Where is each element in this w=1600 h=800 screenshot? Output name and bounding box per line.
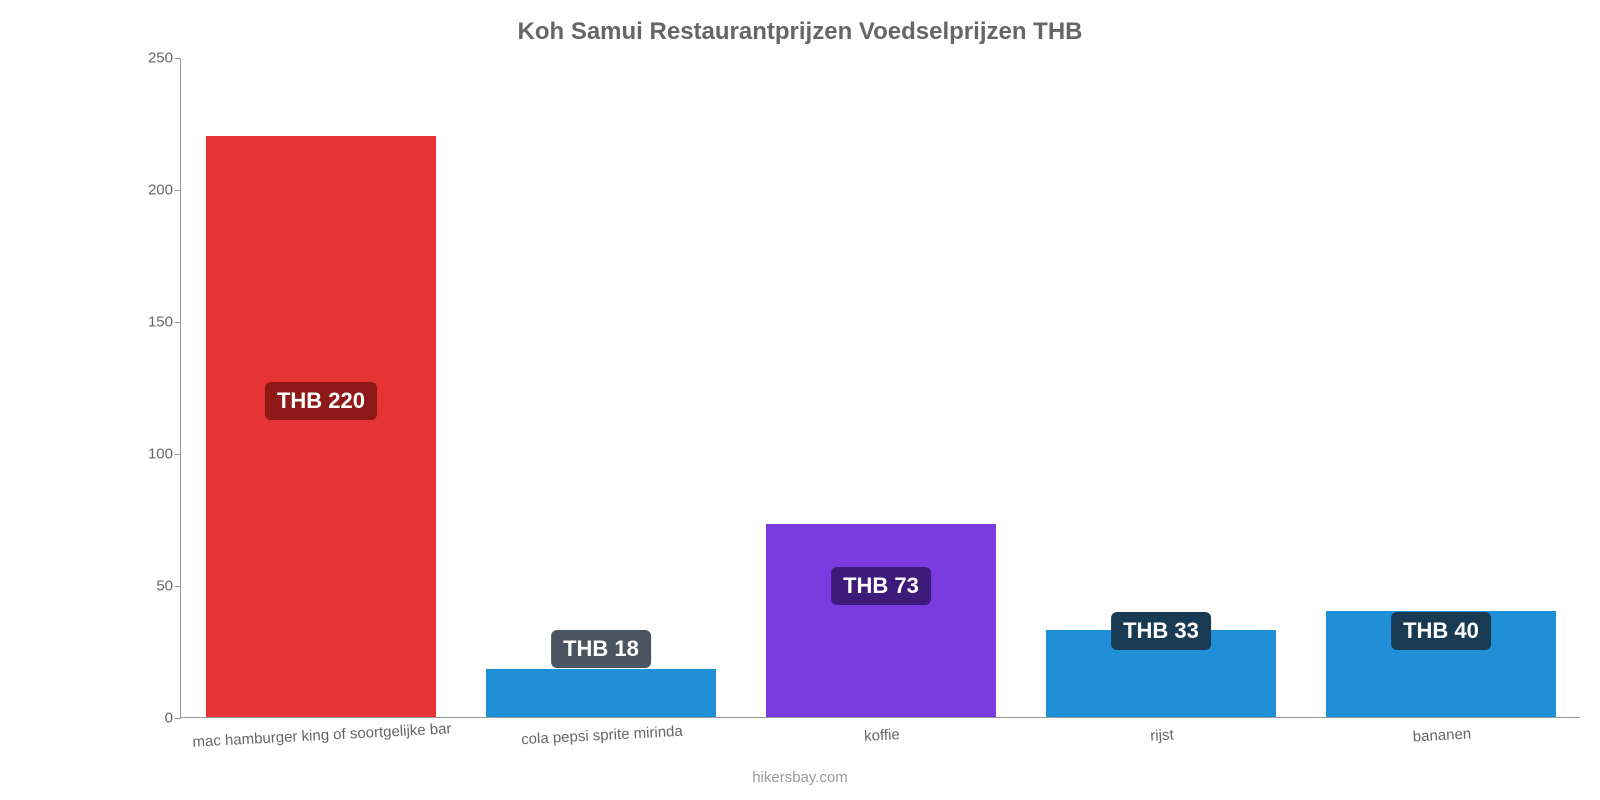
y-tick-label: 50: [156, 578, 181, 595]
y-tick-label: 150: [148, 314, 181, 331]
bar: [486, 669, 716, 717]
bar: [766, 524, 996, 717]
bar-value-label: THB 73: [831, 567, 931, 605]
y-tick-label: 250: [148, 50, 181, 67]
y-tick-label: 0: [165, 710, 181, 727]
bar-value-label: THB 18: [551, 630, 651, 668]
bar-value-label: THB 40: [1391, 612, 1491, 650]
chart-title: Koh Samui Restaurantprijzen Voedselprijz…: [0, 18, 1600, 46]
bar: [206, 136, 436, 717]
x-tick-label: bananen: [1412, 715, 1472, 745]
footer-credit: hikersbay.com: [0, 769, 1600, 786]
chart-plot-area: 050100150200250mac hamburger king of soo…: [180, 58, 1580, 718]
bar-value-label: THB 33: [1111, 612, 1211, 650]
x-tick-label: koffie: [863, 716, 900, 745]
bar-value-label: THB 220: [265, 382, 377, 420]
y-tick-label: 100: [148, 446, 181, 463]
y-tick-label: 200: [148, 182, 181, 199]
x-tick-label: cola pepsi sprite mirinda: [520, 713, 683, 748]
x-tick-label: rijst: [1149, 716, 1174, 744]
